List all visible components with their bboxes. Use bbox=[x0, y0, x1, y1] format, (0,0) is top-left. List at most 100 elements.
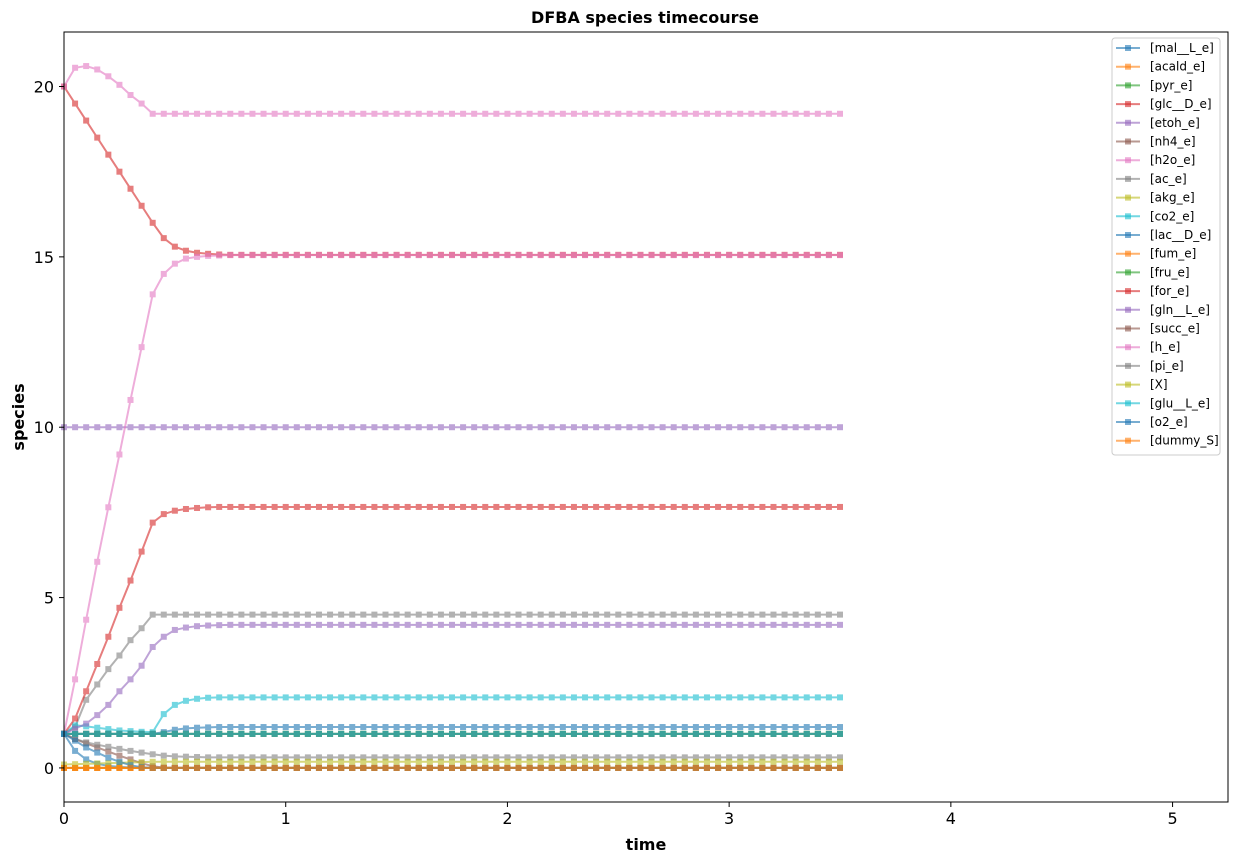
data-point bbox=[282, 424, 289, 431]
y-axis-label: species bbox=[9, 383, 28, 450]
data-point bbox=[293, 611, 300, 618]
data-point bbox=[404, 754, 411, 761]
data-point bbox=[692, 110, 699, 117]
data-point bbox=[360, 621, 367, 628]
data-point bbox=[726, 503, 733, 510]
data-point bbox=[593, 764, 600, 771]
series-14 bbox=[61, 621, 843, 737]
data-point bbox=[426, 424, 433, 431]
data-point bbox=[371, 424, 378, 431]
data-point bbox=[515, 764, 522, 771]
data-point bbox=[681, 694, 688, 701]
data-point bbox=[127, 747, 134, 754]
data-point bbox=[715, 764, 722, 771]
data-point bbox=[216, 764, 223, 771]
data-point bbox=[338, 621, 345, 628]
data-point bbox=[570, 503, 577, 510]
data-point bbox=[670, 252, 677, 259]
legend-item: [etoh_e] bbox=[1116, 116, 1200, 130]
data-point bbox=[626, 758, 633, 765]
data-point bbox=[615, 252, 622, 259]
data-point bbox=[692, 764, 699, 771]
data-point bbox=[338, 754, 345, 761]
data-point bbox=[737, 110, 744, 117]
data-point bbox=[72, 761, 79, 768]
data-point bbox=[360, 754, 367, 761]
data-point bbox=[393, 754, 400, 761]
data-point bbox=[648, 754, 655, 761]
data-point bbox=[116, 451, 123, 458]
data-point bbox=[537, 503, 544, 510]
data-point bbox=[127, 185, 134, 192]
x-tick-label: 3 bbox=[724, 809, 734, 828]
data-point bbox=[515, 758, 522, 765]
data-point bbox=[548, 764, 555, 771]
data-point bbox=[216, 758, 223, 765]
data-point bbox=[748, 110, 755, 117]
data-point bbox=[382, 611, 389, 618]
data-point bbox=[604, 694, 611, 701]
chart-title: DFBA species timecourse bbox=[531, 8, 759, 27]
data-point bbox=[670, 694, 677, 701]
legend-marker bbox=[1125, 232, 1131, 238]
data-point bbox=[205, 730, 212, 737]
data-point bbox=[593, 611, 600, 618]
data-point bbox=[570, 424, 577, 431]
data-point bbox=[382, 503, 389, 510]
data-point bbox=[748, 724, 755, 731]
data-point bbox=[249, 621, 256, 628]
legend-item: [pyr_e] bbox=[1116, 78, 1192, 92]
data-point bbox=[315, 611, 322, 618]
data-point bbox=[260, 503, 267, 510]
data-point bbox=[615, 724, 622, 731]
data-point bbox=[604, 424, 611, 431]
data-point bbox=[360, 110, 367, 117]
data-point bbox=[703, 621, 710, 628]
data-point bbox=[681, 724, 688, 731]
axes-frame bbox=[63, 31, 1229, 803]
data-point bbox=[449, 730, 455, 737]
data-point bbox=[460, 764, 467, 771]
data-point bbox=[293, 503, 300, 510]
data-point bbox=[526, 724, 533, 731]
data-point bbox=[637, 110, 644, 117]
data-point bbox=[570, 754, 577, 761]
data-point bbox=[426, 764, 433, 771]
data-point bbox=[559, 694, 566, 701]
data-point bbox=[737, 724, 744, 731]
data-point bbox=[604, 252, 611, 259]
data-point bbox=[615, 758, 622, 765]
legend-item: [pi_e] bbox=[1116, 359, 1184, 373]
data-point bbox=[271, 503, 278, 510]
data-point bbox=[304, 694, 311, 701]
data-point bbox=[803, 503, 810, 510]
data-point bbox=[493, 252, 500, 259]
data-point bbox=[271, 424, 278, 431]
data-point bbox=[293, 621, 300, 628]
data-point bbox=[471, 758, 478, 765]
data-point bbox=[327, 754, 334, 761]
data-point bbox=[249, 252, 256, 259]
data-point bbox=[715, 424, 722, 431]
data-point bbox=[493, 730, 500, 737]
data-point bbox=[593, 110, 600, 117]
legend-marker bbox=[1125, 157, 1131, 164]
data-point bbox=[626, 694, 633, 701]
data-point bbox=[293, 424, 300, 431]
data-point bbox=[426, 754, 433, 761]
data-point bbox=[726, 730, 733, 737]
legend-label: [akg_e] bbox=[1150, 191, 1195, 205]
data-point bbox=[216, 503, 223, 510]
data-point bbox=[792, 621, 799, 628]
legend-label: [o2_e] bbox=[1150, 415, 1188, 429]
data-point bbox=[737, 764, 744, 771]
data-point bbox=[548, 110, 555, 117]
data-point bbox=[814, 754, 821, 761]
series-9 bbox=[61, 694, 843, 737]
data-point bbox=[249, 694, 256, 701]
data-point bbox=[726, 724, 733, 731]
data-point bbox=[304, 252, 311, 259]
data-point bbox=[825, 694, 832, 701]
data-point bbox=[759, 754, 766, 761]
data-point bbox=[692, 758, 699, 765]
